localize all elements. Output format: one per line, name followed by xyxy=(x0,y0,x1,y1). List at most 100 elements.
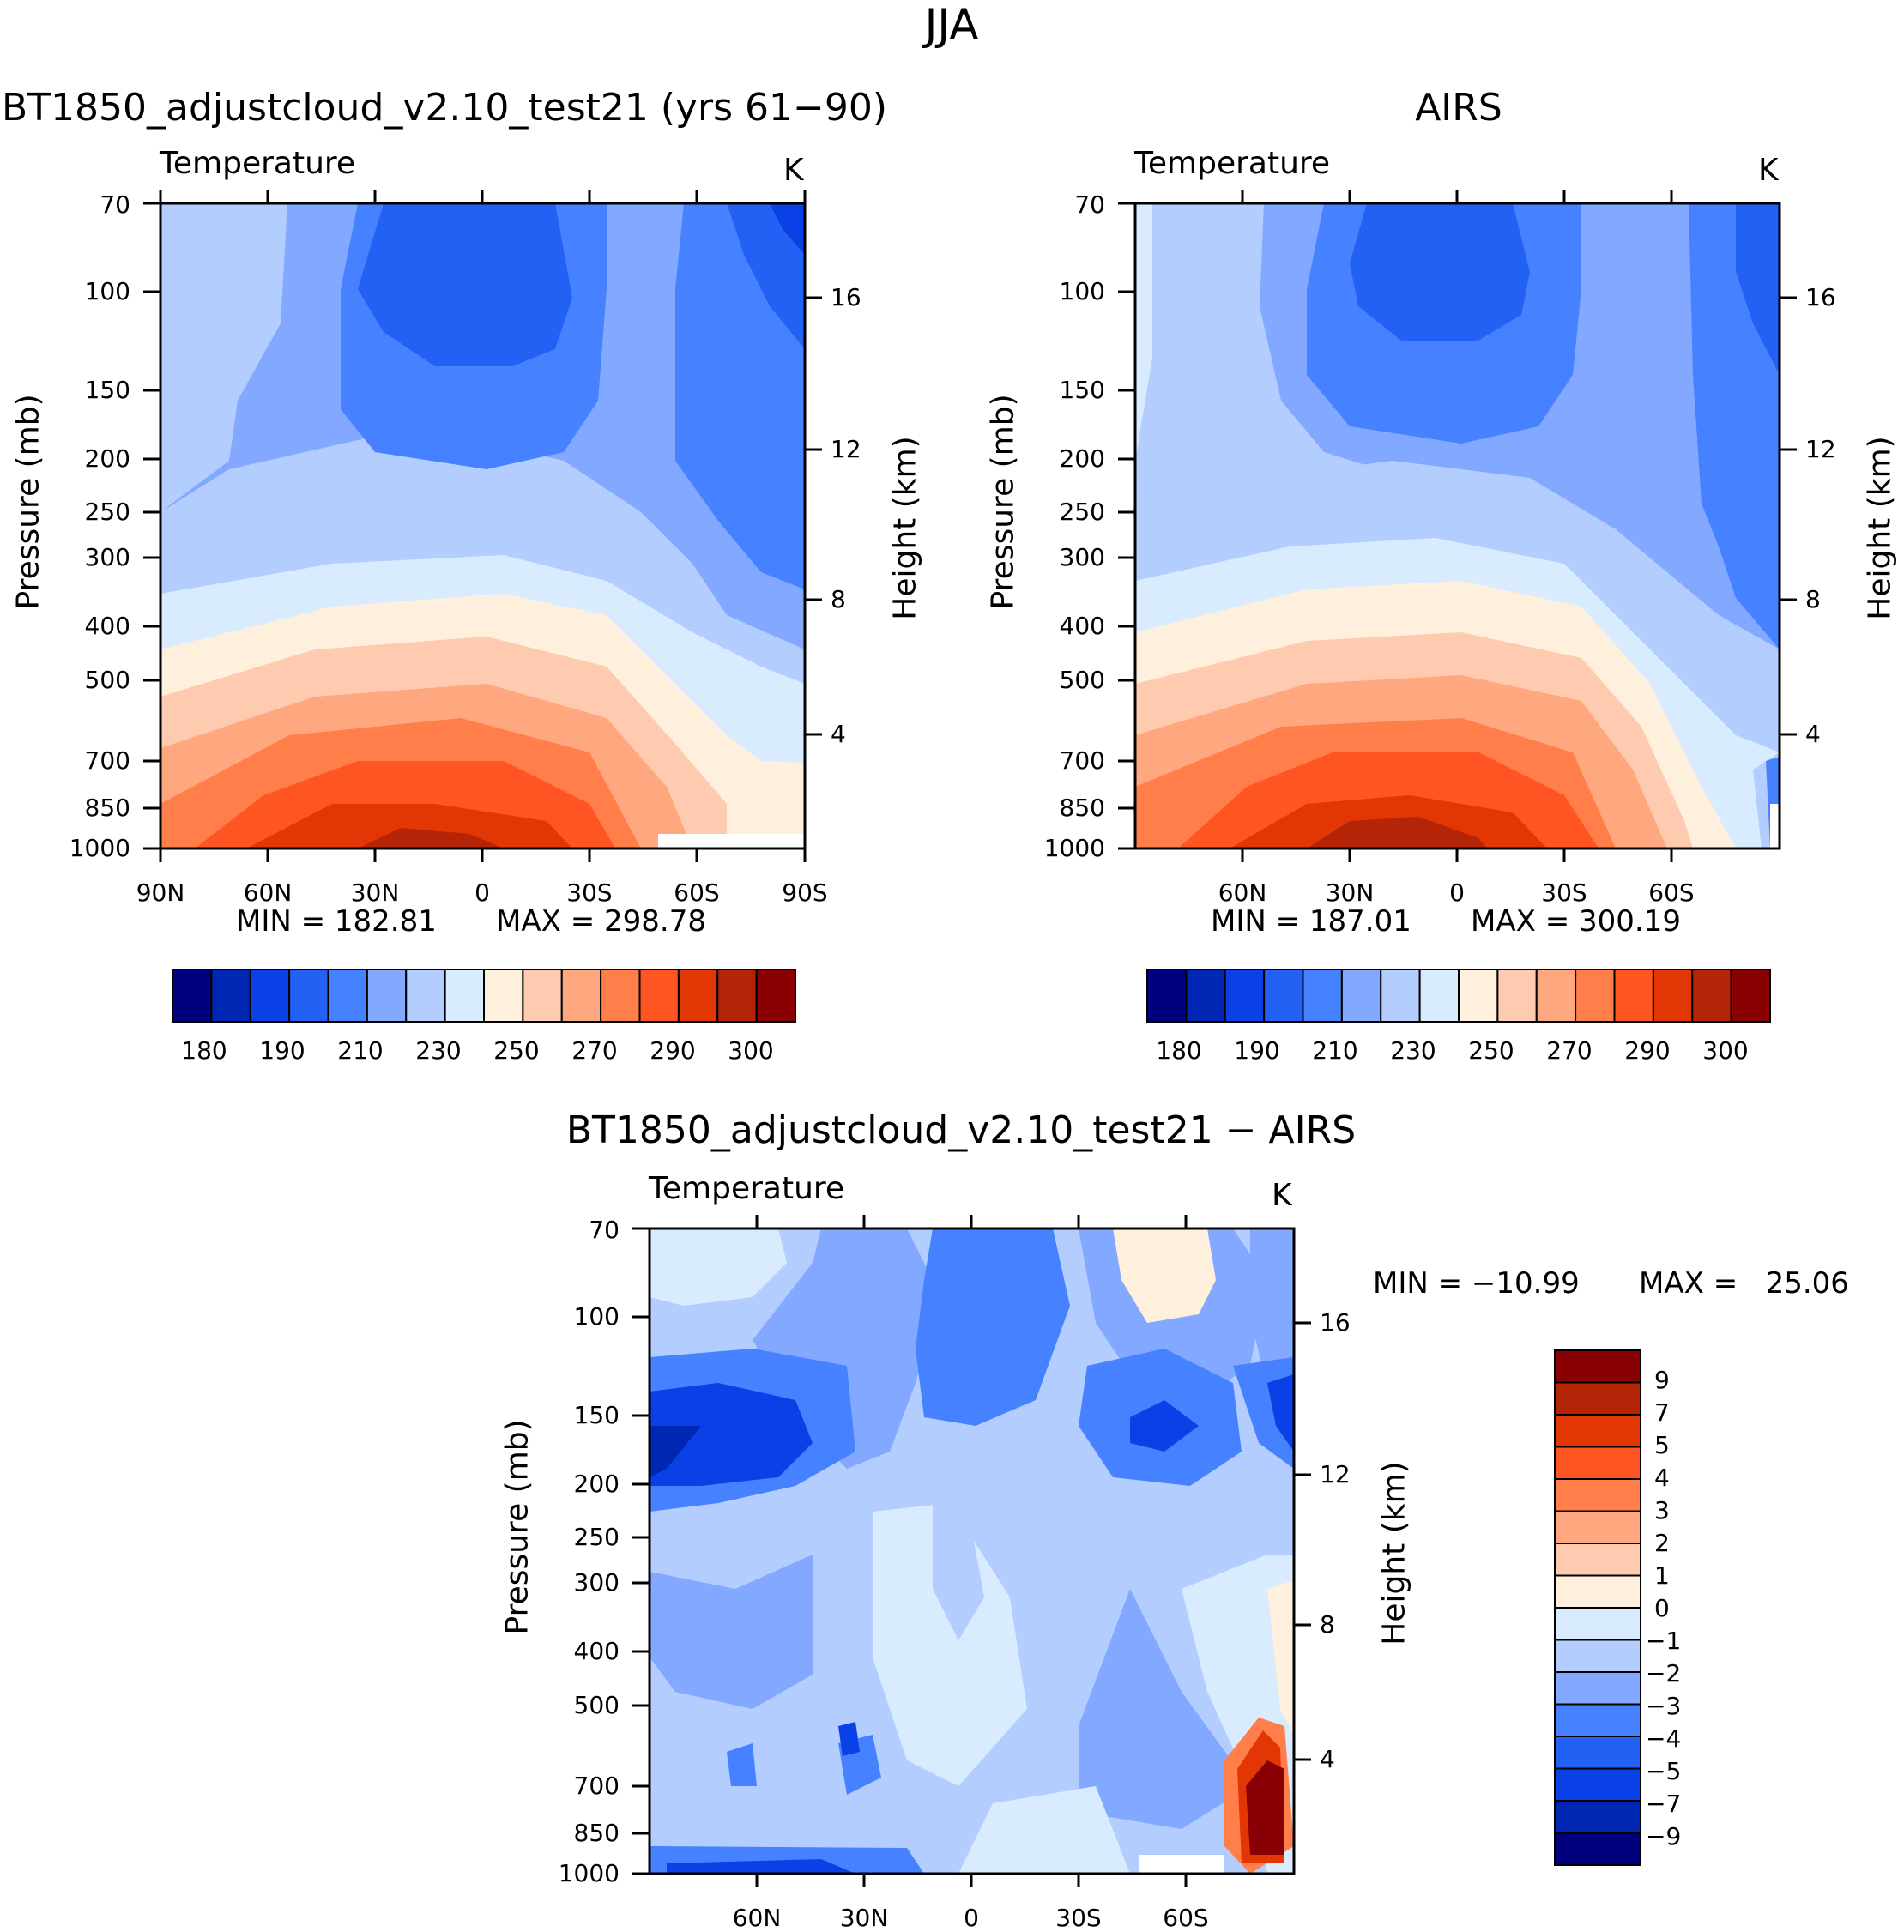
diff-units-label: K xyxy=(1272,1178,1292,1213)
model-min-stat: MIN = 182.81 xyxy=(236,904,437,939)
pressure-tick: 100 xyxy=(84,277,130,305)
height-tick: 4 xyxy=(1805,720,1821,748)
colorbar-swatch xyxy=(1554,1639,1641,1673)
lat-tick: 60N xyxy=(1218,878,1267,907)
pressure-tick: 700 xyxy=(1059,746,1105,775)
obs-variable-label: Temperature xyxy=(1134,146,1331,181)
colorbar-swatch xyxy=(1458,969,1499,1023)
diff-colorbar xyxy=(1554,1349,1641,1866)
lat-tick: 0 xyxy=(1449,878,1465,907)
obs-height-axis-label: Height (km) xyxy=(1862,436,1898,620)
colorbar-label: 250 xyxy=(493,1036,540,1065)
pressure-tick: 70 xyxy=(589,1216,620,1244)
obs-axis-ticks xyxy=(1118,190,1797,862)
height-tick: 12 xyxy=(1320,1460,1351,1488)
model-panel-title: BT1850_adjustcloud_v2.10_test21 (yrs 61−… xyxy=(2,86,888,130)
colorbar-label: 290 xyxy=(1624,1036,1671,1065)
colorbar-swatch xyxy=(483,969,524,1023)
pressure-tick: 500 xyxy=(84,666,130,694)
diff-variable-label: Temperature xyxy=(649,1171,845,1206)
colorbar-label: 1 xyxy=(1654,1561,1670,1590)
diff-axis-ticks xyxy=(632,1215,1311,1887)
height-tick: 12 xyxy=(1805,435,1836,463)
colorbar-swatch xyxy=(327,969,368,1023)
height-tick: 16 xyxy=(831,283,861,311)
lat-tick: 60N xyxy=(732,1904,782,1932)
diff-panel-title: BT1850_adjustcloud_v2.10_test21 − AIRS xyxy=(565,1108,1357,1152)
colorbar-swatch xyxy=(1554,1446,1641,1480)
pressure-tick: 150 xyxy=(573,1401,620,1429)
colorbar-swatch xyxy=(1554,1703,1641,1737)
colorbar-label: 190 xyxy=(1234,1036,1280,1065)
model-max-stat: MAX = 298.78 xyxy=(496,904,706,939)
pressure-tick: 150 xyxy=(84,376,130,404)
diff-contour-plot xyxy=(648,1227,1296,1875)
pressure-tick: 200 xyxy=(1059,444,1105,473)
pressure-tick: 70 xyxy=(100,190,130,219)
obs-contour-fills xyxy=(1135,203,1780,848)
lat-tick: 30S xyxy=(1541,878,1587,907)
colorbar-label: 210 xyxy=(337,1036,384,1065)
colorbar-swatch xyxy=(1554,1671,1641,1706)
pressure-tick: 250 xyxy=(84,498,130,526)
colorbar-swatch xyxy=(210,969,251,1023)
pressure-tick: 400 xyxy=(573,1637,620,1665)
colorbar-label: 250 xyxy=(1468,1036,1514,1065)
lat-tick: 60S xyxy=(674,878,720,907)
colorbar-swatch xyxy=(1730,969,1771,1023)
colorbar-swatch xyxy=(1554,1349,1641,1384)
colorbar-swatch xyxy=(1496,969,1538,1023)
colorbar-label: 0 xyxy=(1654,1594,1670,1622)
colorbar-swatch xyxy=(366,969,408,1023)
obs-units-label: K xyxy=(1758,153,1779,188)
colorbar-swatch xyxy=(249,969,291,1023)
pressure-tick: 1000 xyxy=(69,834,130,862)
pressure-tick: 850 xyxy=(573,1819,620,1847)
obs-panel-title: AIRS xyxy=(1415,86,1502,130)
height-tick: 16 xyxy=(1320,1308,1351,1337)
pressure-tick: 250 xyxy=(573,1523,620,1551)
obs-max-stat: MAX = 300.19 xyxy=(1471,904,1681,939)
pressure-tick: 150 xyxy=(1059,376,1105,404)
colorbar-label: 5 xyxy=(1654,1431,1670,1459)
colorbar-swatch xyxy=(1554,1381,1641,1416)
colorbar-label: 180 xyxy=(181,1036,227,1065)
height-tick: 8 xyxy=(1805,585,1821,613)
diff-contour-fills xyxy=(650,1229,1294,1874)
pressure-tick: 100 xyxy=(1059,277,1105,305)
colorbar-swatch xyxy=(1652,969,1694,1023)
colorbar-swatch xyxy=(1554,1607,1641,1641)
pressure-tick: 400 xyxy=(84,612,130,640)
pressure-tick: 200 xyxy=(84,444,130,473)
diff-height-axis-label: Height (km) xyxy=(1376,1461,1412,1645)
pressure-tick: 500 xyxy=(573,1691,620,1719)
colorbar-label: 230 xyxy=(415,1036,462,1065)
colorbar-label: 190 xyxy=(259,1036,305,1065)
colorbar-swatch xyxy=(600,969,641,1023)
colorbar-swatch xyxy=(1554,1478,1641,1512)
lat-tick: 30N xyxy=(1325,878,1375,907)
colorbar-swatch xyxy=(716,969,758,1023)
colorbar-label: 7 xyxy=(1654,1398,1670,1427)
height-tick: 16 xyxy=(1805,283,1836,311)
colorbar-label: −3 xyxy=(1646,1692,1682,1720)
colorbar-swatch xyxy=(1554,1543,1641,1577)
colorbar-swatch xyxy=(1340,969,1382,1023)
colorbar-swatch xyxy=(1535,969,1577,1023)
lat-tick: 30S xyxy=(1055,1904,1102,1932)
height-tick: 4 xyxy=(831,720,846,748)
colorbar-swatch xyxy=(1146,969,1188,1023)
lat-tick: 30N xyxy=(839,1904,889,1932)
pressure-tick: 70 xyxy=(1074,190,1105,219)
pressure-tick: 300 xyxy=(1059,543,1105,571)
lat-tick: 0 xyxy=(474,878,490,907)
colorbar-swatch xyxy=(1554,1767,1641,1802)
colorbar-swatch xyxy=(1418,969,1460,1023)
pressure-tick: 400 xyxy=(1059,612,1105,640)
colorbar-label: −4 xyxy=(1646,1724,1682,1753)
colorbar-swatch xyxy=(1554,1736,1641,1770)
height-tick: 8 xyxy=(831,585,846,613)
colorbar-label: 9 xyxy=(1654,1366,1670,1394)
model-variable-label: Temperature xyxy=(160,146,356,181)
height-tick: 12 xyxy=(831,435,861,463)
